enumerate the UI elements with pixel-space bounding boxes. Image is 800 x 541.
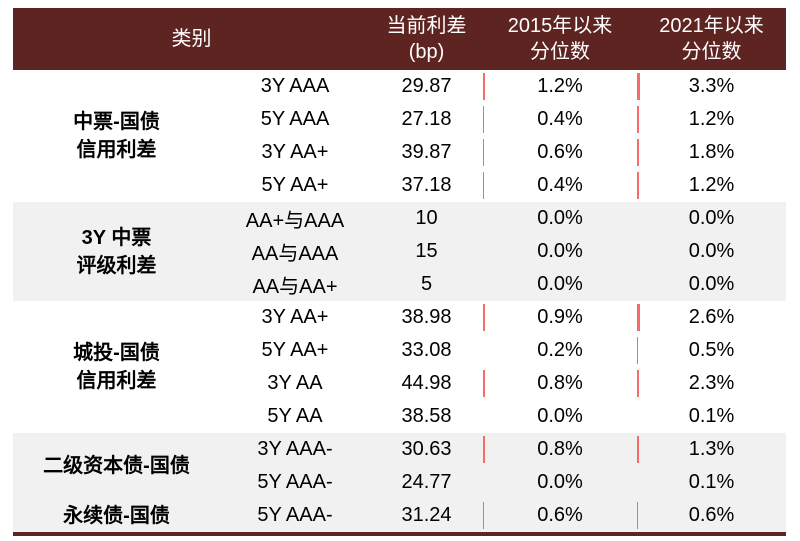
percentile-2015-value: 0.2% (483, 334, 637, 367)
tenor-rating-label: 3Y AA (220, 367, 370, 400)
percentile-2015-value: 0.0% (483, 268, 637, 301)
current-spread-value: 33.08 (370, 334, 483, 367)
category-label-line: 二级资本债-国债 (43, 455, 190, 477)
percentile-2015-value: 0.9% (483, 301, 637, 334)
percentile-2021-value: 2.6% (637, 301, 786, 334)
category-label: 永续债-国债 (13, 499, 220, 532)
percentile-databar (483, 172, 485, 199)
tenor-rating-label: 3Y AA+ (220, 301, 370, 334)
percentile-2015-value: 0.6% (483, 499, 637, 532)
tenor-rating-label: 5Y AAA (220, 103, 370, 136)
current-spread-value: 38.58 (370, 400, 483, 433)
tenor-rating-label: AA与AAA (220, 235, 370, 268)
current-spread-value: 5 (370, 268, 483, 301)
percentile-2021-value: 0.1% (637, 400, 786, 433)
percentile-databar (637, 502, 639, 529)
percentile-2021-value: 2.3% (637, 367, 786, 400)
percentile-databar (637, 304, 640, 331)
header-percentile-2021: 2021年以来 分位数 (659, 15, 764, 63)
percentile-2015-value: 0.0% (483, 235, 637, 268)
table-header-row: 类别 当前利差 (bp) 2015年以来 分位数 2021年以来 分位数 (13, 8, 786, 70)
percentile-databar (637, 139, 640, 166)
table-body: 中票-国债 信用利差 3Y AAA 29.87 1.2% 3.3% 5Y AAA 27.18 0… (13, 70, 786, 532)
current-spread-value: 38.98 (370, 301, 483, 334)
category-label-line: 信用利差 (76, 139, 157, 161)
percentile-2015-value: 0.0% (483, 466, 637, 499)
percentile-2021-value: 0.0% (637, 235, 786, 268)
percentile-2021-value: 1.3% (637, 433, 786, 466)
credit-spread-table: 类别 当前利差 (bp) 2015年以来 分位数 2021年以来 分位数 中票-… (13, 8, 786, 536)
percentile-2015-value: 0.0% (483, 400, 637, 433)
tenor-rating-label: 3Y AAA- (220, 433, 370, 466)
percentile-databar (483, 106, 485, 133)
percentile-2021-value: 0.0% (637, 202, 786, 235)
percentile-databar (637, 436, 639, 463)
current-spread-value: 24.77 (370, 466, 483, 499)
tenor-rating-label: 5Y AA+ (220, 169, 370, 202)
category-label: 城投-国债信用利差 (13, 301, 220, 433)
percentile-databar (637, 370, 640, 397)
tenor-rating-label: AA+与AAA (220, 202, 370, 235)
current-spread-value: 44.98 (370, 367, 483, 400)
percentile-databar (483, 73, 485, 100)
category-label: 二级资本债-国债 (13, 433, 220, 499)
tenor-rating-label: 5Y AAA- (220, 466, 370, 499)
current-spread-value: 39.87 (370, 136, 483, 169)
percentile-databar (483, 436, 485, 463)
current-spread-value: 37.18 (370, 169, 483, 202)
percentile-2015-value: 0.8% (483, 367, 637, 400)
percentile-2021-value: 1.2% (637, 103, 786, 136)
percentile-databar (637, 172, 639, 199)
category-label-line: 永续债-国债 (63, 504, 170, 527)
category-label: 3Y 中票评级利差 (13, 202, 220, 301)
category-label: 中票-国债信用利差 (13, 70, 220, 202)
category-label-line: 3Y 中票 (81, 226, 152, 249)
current-spread-value: 29.87 (370, 70, 483, 103)
tenor-rating-label: 5Y AAA- (220, 499, 370, 532)
category-label-line: 信用利差 (76, 370, 157, 392)
percentile-databar (483, 502, 485, 529)
header-percentile-2015: 2015年以来 分位数 (507, 15, 613, 63)
header-category: 类别 (13, 8, 370, 70)
percentile-databar (637, 106, 639, 133)
percentile-2021-value: 0.0% (637, 268, 786, 301)
percentile-2015-value: 0.0% (483, 202, 637, 235)
percentile-2021-value: 1.2% (637, 169, 786, 202)
current-spread-value: 15 (370, 235, 483, 268)
tenor-rating-label: AA与AA+ (220, 268, 370, 301)
percentile-databar (483, 370, 485, 397)
tenor-rating-label: 5Y AA+ (220, 334, 370, 367)
tenor-rating-label: 3Y AA+ (220, 136, 370, 169)
percentile-2021-value: 3.3% (637, 70, 786, 103)
percentile-2015-value: 0.4% (483, 169, 637, 202)
category-label-line: 评级利差 (76, 254, 157, 277)
current-spread-value: 30.63 (370, 433, 483, 466)
current-spread-value: 10 (370, 202, 483, 235)
percentile-2015-value: 0.4% (483, 103, 637, 136)
tenor-rating-label: 3Y AAA (220, 70, 370, 103)
percentile-2021-value: 0.5% (637, 334, 786, 367)
percentile-databar (637, 337, 639, 364)
current-spread-value: 31.24 (370, 499, 483, 532)
percentile-2015-value: 1.2% (483, 70, 637, 103)
percentile-databar (483, 139, 485, 166)
table-bottom-border (13, 532, 786, 536)
percentile-2015-value: 0.6% (483, 136, 637, 169)
tenor-rating-label: 5Y AA (220, 400, 370, 433)
category-label-line: 中票-国债 (73, 111, 160, 133)
header-current-spread: 当前利差 (bp) (386, 15, 467, 63)
percentile-databar (483, 304, 485, 331)
percentile-2015-value: 0.8% (483, 433, 637, 466)
percentile-databar (637, 73, 641, 100)
percentile-2021-value: 0.6% (637, 499, 786, 532)
category-label-line: 城投-国债 (73, 342, 160, 364)
header-category-label: 类别 (171, 28, 212, 50)
percentile-2021-value: 1.8% (637, 136, 786, 169)
current-spread-value: 27.18 (370, 103, 483, 136)
percentile-2021-value: 0.1% (637, 466, 786, 499)
